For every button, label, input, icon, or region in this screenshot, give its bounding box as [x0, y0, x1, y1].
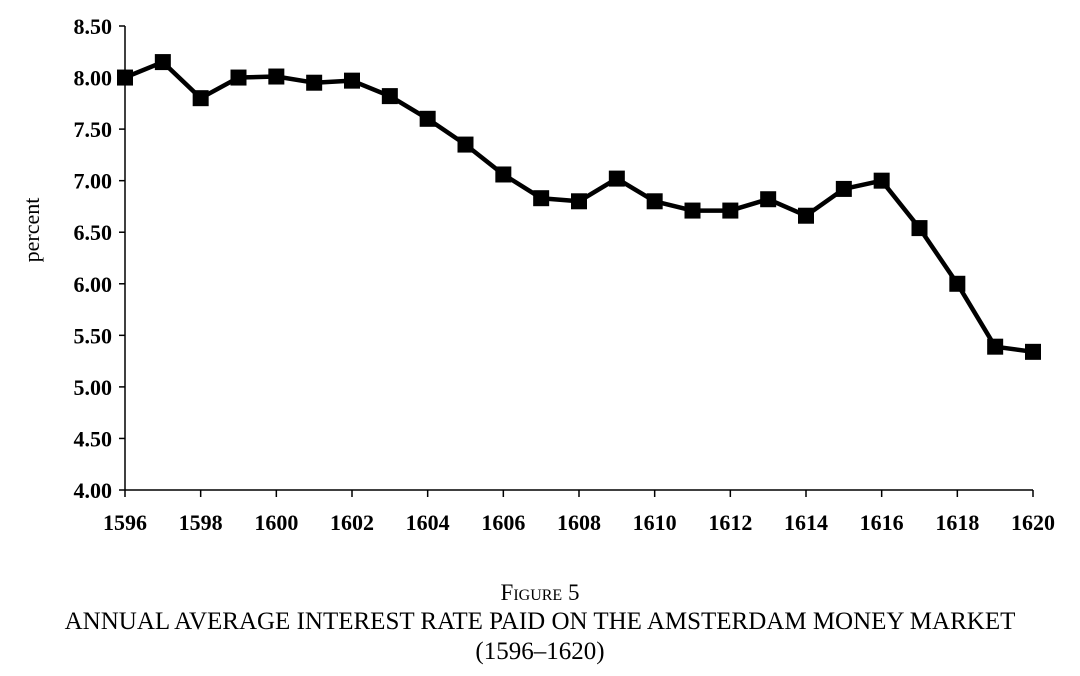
x-tick-label: 1614	[784, 510, 828, 535]
y-tick-label: 4.50	[74, 426, 113, 451]
data-point	[873, 172, 890, 189]
data-point	[117, 69, 133, 86]
data-point	[760, 191, 777, 208]
x-tick-label: 1602	[330, 510, 374, 535]
data-point	[344, 72, 360, 89]
data-point	[835, 180, 852, 197]
x-tick-label: 1596	[103, 510, 147, 535]
axes: 4.00 4.50 5.00 5.50 6.00 6.50 7.00 7.50 8.00 8.50…	[74, 14, 1056, 535]
y-tick-label: 7.50	[74, 117, 113, 142]
x-tick-label: 1618	[935, 510, 979, 535]
y-tick-label: 7.00	[74, 169, 113, 194]
data-point	[608, 170, 625, 187]
data-point	[306, 74, 323, 91]
y-tick-label: 8.50	[74, 14, 113, 39]
y-tick-label: 8.00	[74, 66, 113, 91]
x-tick-label: 1620	[1011, 510, 1055, 535]
y-ticks: 4.00 4.50 5.00 5.50 6.00 6.50 7.00 7.50 8.00 8.50	[74, 14, 125, 503]
x-tick-label: 1600	[254, 510, 298, 535]
data-point	[457, 136, 474, 153]
data-point	[268, 68, 285, 85]
x-tick-label: 1608	[557, 510, 601, 535]
y-tick-label: 4.00	[74, 478, 113, 503]
x-tick-label: 1612	[708, 510, 752, 535]
y-tick-label: 6.50	[74, 220, 113, 245]
x-tick-label: 1604	[406, 510, 450, 535]
x-tick-label: 1598	[179, 510, 223, 535]
y-axis-label: percent	[19, 198, 44, 263]
line-chart: 4.00 4.50 5.00 5.50 6.00 6.50 7.00 7.50 8.00 8.50…	[19, 14, 1056, 535]
data-point	[1025, 343, 1041, 360]
y-tick-label: 6.00	[74, 272, 113, 297]
data-point	[987, 338, 1004, 355]
figure-label: Figure 5	[500, 580, 580, 605]
x-ticks: 1596 1598 1600 1602 1604 1606 1608 1610 1612 1614…	[103, 490, 1055, 535]
data-point	[646, 193, 663, 210]
data-point	[684, 202, 701, 219]
data-point	[230, 69, 247, 86]
data-point	[533, 190, 550, 207]
data-point	[722, 202, 739, 219]
x-tick-label: 1606	[481, 510, 525, 535]
data-point	[798, 207, 814, 224]
data-point	[381, 88, 398, 105]
figure-title: ANNUAL AVERAGE INTEREST RATE PAID ON THE…	[64, 608, 1016, 635]
data-point	[495, 166, 512, 183]
x-tick-label: 1616	[860, 510, 904, 535]
y-tick-label: 5.50	[74, 323, 113, 348]
series	[117, 54, 1041, 360]
data-point	[949, 275, 966, 292]
data-point	[911, 220, 928, 237]
data-point	[419, 110, 436, 127]
chart-area: 4.00 4.50 5.00 5.50 6.00 6.50 7.00 7.50 8.00 8.50…	[19, 14, 1056, 535]
y-tick-label: 5.00	[74, 375, 113, 400]
data-point	[571, 193, 587, 210]
data-point	[154, 54, 171, 71]
x-tick-label: 1610	[633, 510, 677, 535]
data-point	[192, 90, 209, 107]
figure-subtitle: (1596–1620)	[475, 638, 605, 665]
